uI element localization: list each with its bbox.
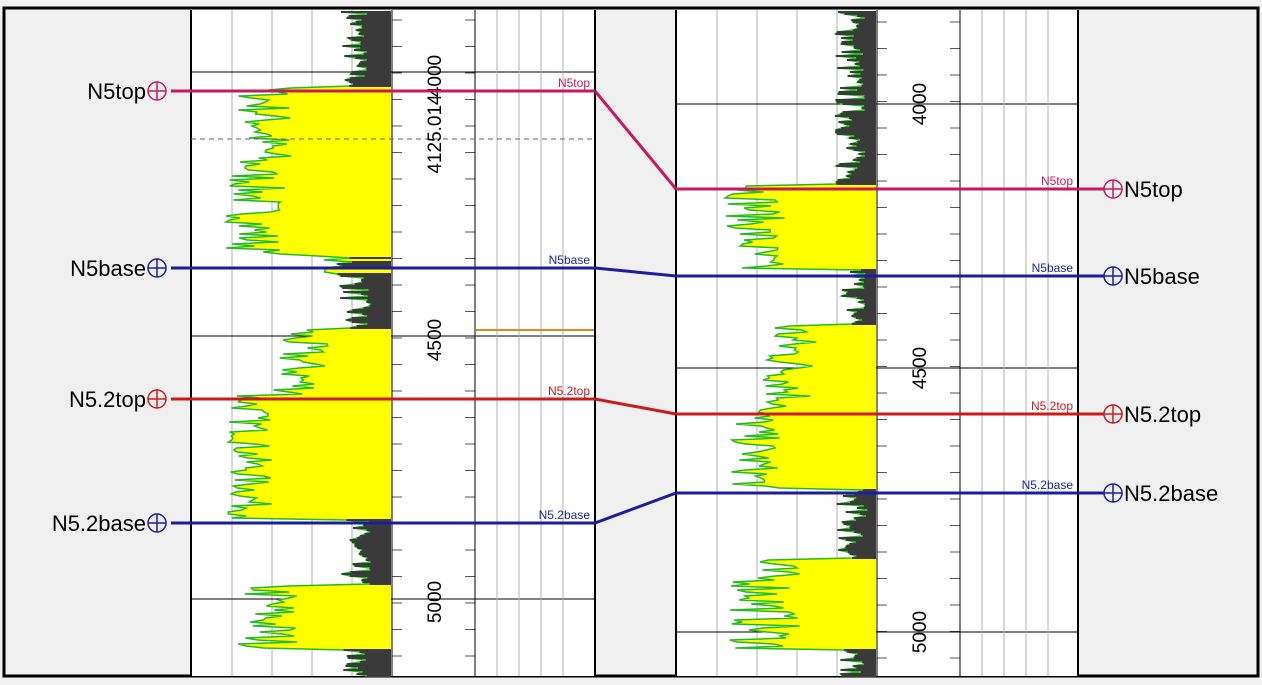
right-well-track[interactable] xyxy=(675,10,1079,677)
n5top-right-label[interactable]: N5top xyxy=(1124,177,1183,202)
left-gamma-curve xyxy=(223,11,374,677)
n5base-left-label[interactable]: N5base xyxy=(70,256,146,281)
n52base-correlation-line[interactable] xyxy=(594,491,677,525)
left-depth-label-cursor: 4125.014 xyxy=(425,94,446,174)
n5top-right-panel-label: N5top xyxy=(1041,174,1073,188)
depth-labels: 4000 4125.014 4500 5000 4000 4500 5000 xyxy=(425,55,931,653)
right-shale-fill xyxy=(835,11,876,677)
n52base-left-label[interactable]: N5.2base xyxy=(52,511,146,536)
left-depth-label-4000: 4000 xyxy=(425,55,446,97)
left-depth-label-4500: 4500 xyxy=(425,319,446,361)
n52top-right-label[interactable]: N5.2top xyxy=(1124,402,1201,427)
window-frame xyxy=(2,6,1260,678)
n5base-right-panel-label: N5base xyxy=(1032,261,1074,275)
n52top-left-panel-label: N5.2top xyxy=(548,384,590,398)
n5top-left-panel-label: N5top xyxy=(558,76,590,90)
left-well-track[interactable] xyxy=(190,10,596,677)
n5top-correlation-line[interactable] xyxy=(593,90,678,190)
left-sand-shade xyxy=(226,12,391,676)
n5base-right-label[interactable]: N5base xyxy=(1124,264,1200,289)
right-depth-label-5000: 5000 xyxy=(910,611,931,653)
n52top-left-label[interactable]: N5.2top xyxy=(69,387,146,412)
n52top-correlation-line[interactable] xyxy=(594,397,677,416)
n5top-left-label[interactable]: N5top xyxy=(87,79,146,104)
n52base-right-panel-label: N5.2base xyxy=(1022,478,1074,492)
right-depth-label-4500: 4500 xyxy=(910,347,931,389)
n52base-left-panel-label: N5.2base xyxy=(539,508,591,522)
left-shale-fill xyxy=(337,11,391,677)
n5base-left-panel-label: N5base xyxy=(549,253,591,267)
formation-tops[interactable]: N5top N5top N5top N5top N5base N5base N5base N5… xyxy=(52,76,1218,536)
left-depth-label-5000: 5000 xyxy=(425,581,446,623)
n52base-right-label[interactable]: N5.2base xyxy=(1124,481,1218,506)
n52top-right-panel-label: N5.2top xyxy=(1031,399,1073,413)
right-depth-label-4000: 4000 xyxy=(910,83,931,125)
n5base-correlation-line[interactable] xyxy=(594,266,677,278)
